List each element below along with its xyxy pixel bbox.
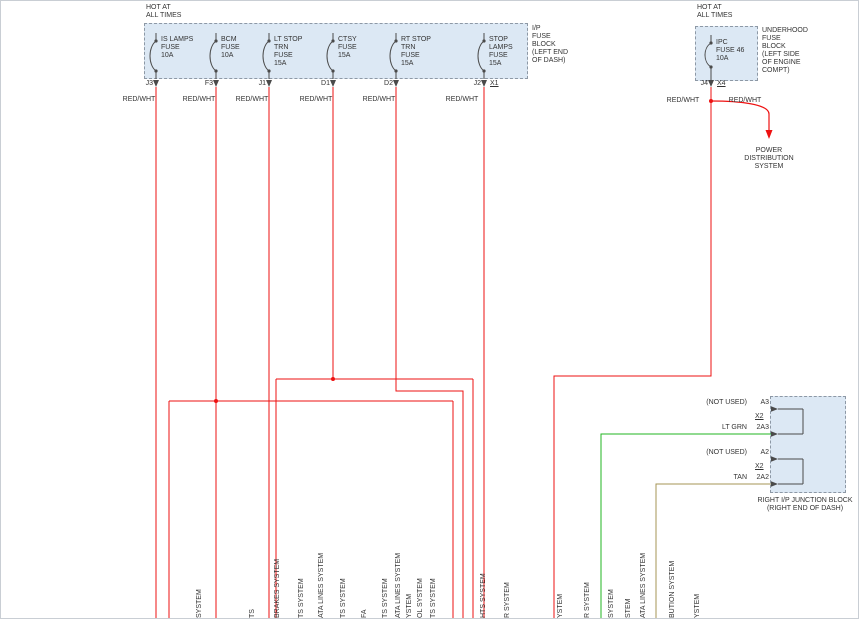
fuse-stop-lamps-label: STOP LAMPS FUSE 15A: [489, 36, 513, 67]
bottom-system-label: ATA LINES SYSTEM: [395, 552, 402, 618]
red-junction-dots: [214, 99, 713, 403]
fuse-ctsy-label: CTSY FUSE 15A: [338, 36, 357, 59]
hot-at-all-times-label-ip: HOT AT ALL TIMES: [146, 4, 182, 19]
junction-block-name-label: RIGHT I/P JUNCTION BLOCK (RIGHT END OF D…: [757, 497, 853, 512]
fuse-is-lamps-label: IS LAMPS FUSE 10A: [161, 36, 194, 59]
bottom-system-label: SYSTEM: [196, 589, 203, 618]
wire-label-redwht-1: RED/WHT: [182, 96, 216, 103]
not-used-label-1: (NOT USED): [706, 399, 747, 406]
junction-block-pin-arrows: [771, 406, 778, 487]
bottom-system-label: YSTEM: [557, 593, 564, 618]
fuse-symbols: [149, 33, 713, 81]
fuse-rt-stop-trn-label: RT STOP TRN FUSE 15A: [401, 36, 431, 67]
wire-label-redwht-4: RED/WHT: [362, 96, 396, 103]
bottom-system-label: HTS SYSTEM: [480, 573, 487, 618]
terminal-d1: D1: [321, 80, 330, 87]
pin-a3-label: A3: [760, 399, 769, 406]
terminal-j2: J2: [473, 80, 481, 87]
bottom-system-label: TS SYSTEM: [340, 578, 347, 618]
wire-label-tan: TAN: [733, 474, 747, 481]
not-used-label-2: (NOT USED): [706, 449, 747, 456]
pin-2a3-label: 2A3: [756, 424, 769, 431]
bottom-system-label: YSTEM: [406, 593, 413, 618]
terminal-d2: D2: [384, 80, 393, 87]
bottom-system-label: TS SYSTEM: [382, 578, 389, 618]
wire-label-lt-grn: LT GRN: [721, 424, 747, 431]
bottom-system-label: R SYSTEM: [504, 582, 511, 618]
fuse-ipc-label: IPC FUSE 46 10A: [716, 39, 745, 62]
bottom-system-label: SYSTEM: [608, 589, 615, 618]
bottom-system-label: TS SYSTEM: [298, 578, 305, 618]
bottom-system-label: R SYSTEM: [584, 582, 591, 618]
fuse-lt-stop-trn-label: LT STOP TRN FUSE 15A: [274, 36, 303, 67]
red-wire-branch-curve: [710, 100, 770, 131]
wire-label-redwht-5: RED/WHT: [445, 96, 479, 103]
wire-label-redwht-0: RED/WHT: [122, 96, 156, 103]
wire-label-redwht-2: RED/WHT: [235, 96, 269, 103]
bottom-system-label: TS SYSTEM: [430, 578, 437, 618]
connector-x2-lower: X2: [755, 463, 764, 470]
connector-x2-upper: X2: [755, 413, 764, 420]
hot-at-all-times-label-underhood: HOT AT ALL TIMES: [697, 4, 733, 19]
wire-label-redwht-uh-left: RED/WHT: [666, 97, 700, 104]
wire-label-redwht-uh-right: RED/WHT: [728, 97, 762, 104]
red-wires: [155, 87, 712, 618]
bottom-system-label: ATA LINES SYSTEM: [640, 552, 647, 618]
pin-a2-label: A2: [760, 449, 769, 456]
junction-block-pins: [778, 408, 804, 485]
bottom-system-label: BUTION SYSTEM: [669, 560, 676, 618]
fuse-bcm-label: BCM FUSE 10A: [221, 36, 240, 59]
bottom-system-label: OL SYSTEM: [417, 578, 424, 618]
terminal-j3: J3: [145, 80, 153, 87]
pin-2a2-label: 2A2: [756, 474, 769, 481]
green-wire: [600, 433, 771, 618]
ip-fuse-block-name-label: I/P FUSE BLOCK (LEFT END OF DASH): [532, 25, 569, 64]
bottom-system-label: TS: [249, 609, 256, 618]
power-distribution-system-label: POWER DISTRIBUTION SYSTEM: [744, 147, 794, 170]
terminal-j1: J1: [258, 80, 266, 87]
connector-exit-arrows: [153, 80, 714, 87]
bottom-system-label: BRAKES SYSTEM: [274, 558, 281, 618]
ip-fuse-block-box: [144, 23, 528, 79]
power-distribution-arrow: [765, 130, 773, 139]
wire-label-redwht-3: RED/WHT: [299, 96, 333, 103]
junction-block-box: [770, 396, 846, 493]
bottom-system-label: YSTEM: [694, 593, 701, 618]
terminal-f3: F3: [204, 80, 213, 87]
tan-wire: [655, 483, 771, 618]
terminal-j4: J4: [700, 80, 708, 87]
underhood-fuse-block-name-label: UNDERHOOD FUSE BLOCK (LEFT SIDE OF ENGIN…: [762, 27, 808, 74]
bottom-system-label: FA: [361, 609, 368, 618]
bottom-system-label: STEM: [625, 598, 632, 618]
bottom-system-label: ATA LINES SYSTEM: [318, 552, 325, 618]
connector-x1: X1: [490, 80, 499, 87]
connector-x4: X4: [717, 80, 726, 87]
